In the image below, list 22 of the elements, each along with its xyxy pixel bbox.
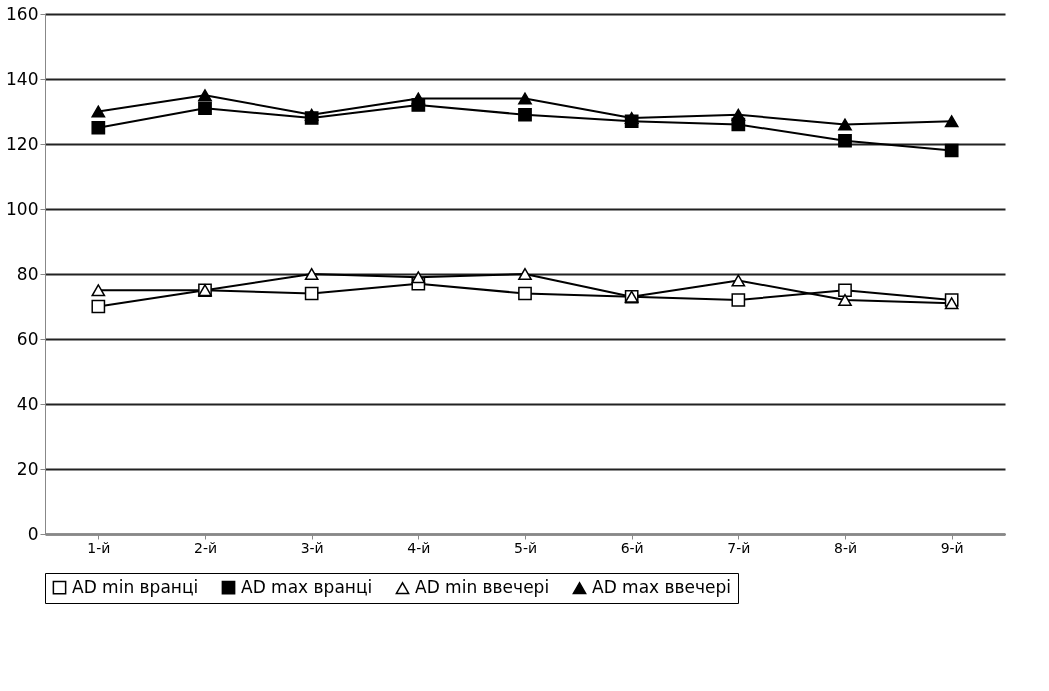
x-tick-label: 7-й (727, 539, 751, 556)
x-tick-label: 3-й (300, 539, 324, 556)
x-tick-label: 4-й (407, 539, 431, 556)
x-tick-label: 5-й (513, 539, 538, 556)
y-tick-label: 20 (16, 458, 39, 479)
legend-label: AD max вранці (241, 576, 373, 597)
legend-label: AD min ввечері (415, 577, 550, 598)
y-tick-label: 60 (16, 328, 39, 349)
y-tick-label: 100 (6, 198, 39, 219)
y-tick-label: 80 (16, 263, 39, 284)
x-tick-label: 1-й (87, 539, 111, 556)
legend-label: AD max ввечері (592, 577, 732, 598)
y-tick-label: 160 (6, 3, 39, 24)
y-tick-label: 0 (27, 523, 39, 544)
y-tick-label: 140 (6, 68, 39, 89)
y-tick-label: 40 (16, 393, 39, 414)
x-tick-label: 9-й (940, 539, 964, 556)
x-tick-label: 2-й (193, 539, 218, 556)
x-tick-label: 8-й (833, 539, 858, 556)
y-tick-label: 120 (6, 133, 39, 154)
legend-label: AD min вранці (72, 576, 199, 597)
x-tick-label: 6-й (620, 539, 644, 556)
